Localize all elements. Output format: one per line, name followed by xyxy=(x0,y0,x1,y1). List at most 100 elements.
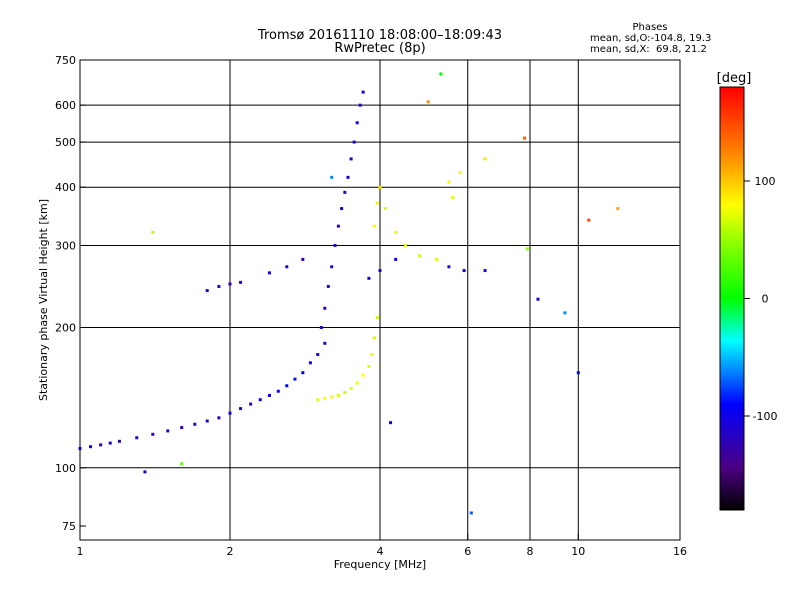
colorbar-tick-label: 100 xyxy=(755,175,776,188)
phases-heading: Phases xyxy=(632,22,668,33)
data-point xyxy=(373,336,377,340)
data-point xyxy=(330,265,334,269)
data-point xyxy=(447,265,451,269)
data-point xyxy=(417,254,421,258)
data-point xyxy=(249,402,253,406)
data-point xyxy=(301,371,305,375)
data-point xyxy=(326,284,330,288)
data-point xyxy=(143,470,147,474)
phases-o-mode: mean, sd,O:-104.8, 19.3 xyxy=(590,33,712,44)
colorbar-unit-label: [deg] xyxy=(717,71,752,86)
y-axis-ticks: 75 100 200 300 400 500 600 750 xyxy=(55,54,86,533)
data-point xyxy=(439,72,443,76)
scatter-points xyxy=(78,72,620,515)
data-point xyxy=(151,230,155,234)
data-point xyxy=(370,353,374,357)
data-point xyxy=(343,190,347,194)
data-point xyxy=(394,257,398,261)
data-point xyxy=(367,276,371,280)
data-point xyxy=(426,100,430,104)
data-point xyxy=(193,422,197,426)
chart-title: Tromsø 20161110 18:08:00–18:09:43 xyxy=(257,28,503,43)
colorbar-ticks: 100 0 -100 xyxy=(744,175,777,423)
x-tick-label: 10 xyxy=(571,545,585,558)
data-point xyxy=(78,447,82,451)
x-axis-label: Frequency [MHz] xyxy=(334,558,426,571)
chart-subtitle: RwPretec (8p) xyxy=(334,41,426,56)
data-point xyxy=(333,243,337,247)
data-point xyxy=(336,224,340,228)
data-point xyxy=(205,289,209,293)
x-tick-label: 6 xyxy=(464,545,471,558)
y-tick-label: 300 xyxy=(55,239,76,252)
data-point xyxy=(330,175,334,179)
data-point xyxy=(375,201,379,205)
data-point xyxy=(563,311,567,315)
data-point xyxy=(346,175,350,179)
data-point xyxy=(483,157,487,161)
data-point xyxy=(89,445,93,449)
data-point xyxy=(378,185,382,189)
phases-stats: Phases mean, sd,O:-104.8, 19.3 mean, sd,… xyxy=(590,22,712,55)
data-point xyxy=(228,282,232,286)
data-point xyxy=(217,284,221,288)
data-point xyxy=(228,411,232,415)
data-point xyxy=(323,396,327,400)
data-point xyxy=(319,326,323,330)
data-point xyxy=(135,436,139,440)
data-point xyxy=(99,443,103,447)
data-point xyxy=(239,280,243,284)
data-point xyxy=(383,207,387,211)
phases-x-mode: mean, sd,X: 69.8, 21.2 xyxy=(590,44,707,55)
x-tick-label: 4 xyxy=(377,545,384,558)
data-point xyxy=(355,381,359,385)
data-point xyxy=(301,257,305,261)
data-point xyxy=(352,140,356,144)
data-point xyxy=(166,429,170,433)
data-point xyxy=(340,207,344,211)
data-point xyxy=(458,171,462,175)
data-point xyxy=(536,297,540,301)
data-point xyxy=(308,361,312,365)
data-point xyxy=(316,398,320,402)
data-point xyxy=(293,377,297,381)
data-point xyxy=(239,407,243,411)
y-tick-label: 100 xyxy=(55,462,76,475)
x-tick-label: 1 xyxy=(77,545,84,558)
data-point xyxy=(355,121,359,125)
y-tick-label: 75 xyxy=(62,520,76,533)
data-point xyxy=(316,353,320,357)
data-point xyxy=(587,218,591,222)
data-point xyxy=(330,395,334,399)
data-point xyxy=(375,316,379,320)
data-point xyxy=(285,384,289,388)
data-point xyxy=(389,421,393,425)
y-tick-label: 750 xyxy=(55,54,76,67)
data-point xyxy=(462,269,466,273)
data-point xyxy=(358,103,362,107)
colorbar-tick-label: -100 xyxy=(753,410,778,423)
data-point xyxy=(616,207,620,211)
data-point xyxy=(394,230,398,234)
y-tick-label: 400 xyxy=(55,181,76,194)
data-point xyxy=(180,462,184,466)
data-point xyxy=(267,393,271,397)
data-point xyxy=(483,269,487,273)
y-tick-label: 600 xyxy=(55,99,76,112)
data-point xyxy=(343,391,347,395)
data-point xyxy=(180,426,184,430)
data-point xyxy=(267,271,271,275)
data-point xyxy=(276,389,280,393)
data-point xyxy=(373,224,377,228)
data-point xyxy=(435,257,439,261)
data-point xyxy=(523,136,527,140)
data-point xyxy=(469,511,473,515)
data-point xyxy=(151,432,155,436)
data-point xyxy=(447,180,451,184)
data-point xyxy=(349,386,353,390)
data-point xyxy=(361,90,365,94)
colorbar xyxy=(719,86,745,511)
y-tick-label: 500 xyxy=(55,136,76,149)
data-point xyxy=(525,247,529,251)
